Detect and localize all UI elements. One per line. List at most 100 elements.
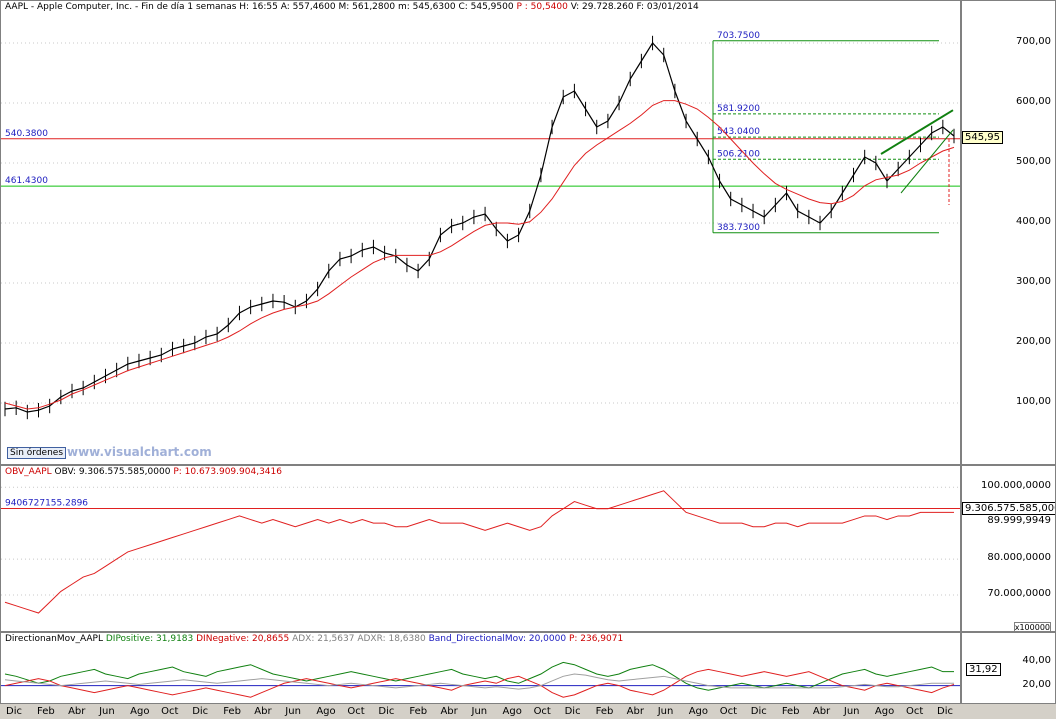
x-tick-label: Jun: [471, 706, 488, 717]
x-tick-label: Ago: [130, 706, 150, 717]
trend-line-lower: [900, 129, 954, 194]
y-tick-label: 600,00: [1016, 96, 1051, 107]
x-tick-label: Jun: [843, 706, 860, 717]
dmi-adx: ADX: 21,5637: [292, 634, 355, 644]
obv-axis: 70.000,0000 80.000,0000 100.000,0000 9.306…: [961, 465, 1056, 632]
y-tick-label: 300,00: [1016, 276, 1051, 287]
di-positive-line: [4, 661, 954, 691]
level-label: 703.7500: [717, 31, 760, 41]
dmi-dip: DIPositive: 31,9183: [105, 634, 194, 644]
volume: V: 29.728.260: [570, 2, 634, 12]
y-tick-label: 100,00: [1016, 396, 1051, 407]
last-price-tag: 545,95: [962, 131, 1003, 144]
x-tick-label: Oct: [905, 706, 924, 717]
price-axis: 100,00 200,00 300,00 400,00 500,00 600,00 700,…: [961, 0, 1056, 465]
x-tick-label: Abr: [68, 706, 86, 717]
x-tick-label: Dic: [192, 706, 209, 717]
x-tick-label: Feb: [37, 706, 55, 717]
trend-line-upper: [880, 109, 954, 155]
y-tick-label: 700,00: [1016, 36, 1051, 47]
level-label: 383.7300: [717, 223, 760, 233]
level-label: 543.0400: [717, 127, 760, 137]
watermark: www.visualchart.com: [67, 445, 212, 459]
adx-line: [4, 673, 954, 690]
obv-chart[interactable]: 9406727155.2896: [1, 466, 961, 632]
x-tick-label: Feb: [409, 706, 428, 717]
obv-p: P: 10.673.909.904,3416: [173, 467, 282, 477]
y-tick-label: 200,00: [1016, 336, 1051, 347]
dmi-p: P: 236,9071: [568, 634, 624, 644]
obv-line: [4, 490, 954, 614]
max: M: 561,2800: [338, 2, 396, 12]
dmi-panel[interactable]: DirectionanMov_AAPL DIPositive: 31,9183 …: [0, 632, 961, 704]
x-tick-label: Oct: [533, 706, 551, 717]
obv-header: OBV_AAPL OBV: 9.306.575.585,0000 P: 10.6…: [5, 467, 282, 477]
x-tick-label: Dic: [378, 706, 395, 717]
moving-average-line: [4, 100, 955, 410]
dmi-last-tag: 31,92: [966, 663, 1001, 676]
time: H: 16:55: [239, 2, 278, 12]
x-tick-label: Dic: [750, 706, 767, 717]
dmi-name: DirectionanMov_AAPL: [5, 634, 103, 644]
date: F: 03/01/2014: [636, 2, 699, 12]
orders-button[interactable]: Sin órdenes: [7, 447, 67, 459]
x100000-label: x100000: [1013, 622, 1051, 632]
close: C: 545,9500: [458, 2, 514, 12]
y-tick-label: 20,00: [1022, 678, 1051, 690]
x-tick-label: Jun: [99, 706, 115, 717]
x-tick-label: Oct: [347, 706, 365, 717]
level-label: 506.2100: [717, 149, 760, 159]
price-chart[interactable]: 540.3800 461.4300 703.7500 581.9200 543.0400…: [1, 1, 961, 465]
y-tick-label: 70.000,0000: [987, 588, 1051, 600]
x-tick-label: Dic: [564, 706, 581, 717]
x-tick-label: Oct: [161, 706, 179, 717]
level-label: 581.9200: [717, 104, 760, 114]
di-negative-line: [4, 668, 955, 698]
x-tick-label: Dic: [6, 706, 22, 717]
x-tick-label: Ago: [874, 706, 895, 717]
obv-name: OBV_AAPL: [5, 467, 52, 477]
x-tick-label: Oct: [719, 706, 738, 717]
y-tick-label: 80.000,0000: [987, 552, 1051, 564]
price-panel[interactable]: AAPL - Apple Computer, Inc. - Fin de día…: [0, 0, 961, 465]
x-tick-label: Abr: [254, 706, 272, 717]
dmi-axis: 20,00 40,00 31,92: [961, 632, 1056, 704]
x-tick-label: Ago: [688, 706, 709, 717]
x-tick-label: Abr: [626, 706, 644, 717]
obv-panel[interactable]: OBV_AAPL OBV: 9.306.575.585,0000 P: 10.6…: [0, 465, 961, 632]
y-tick-label: 400,00: [1016, 216, 1051, 227]
change: P : 50,5400: [516, 2, 568, 12]
y-tick-label: 100.000,0000: [981, 480, 1051, 492]
min: m: 545,6300: [397, 2, 456, 12]
x-tick-label: Ago: [502, 706, 522, 717]
obv-extra-tick: 89.999,9949: [987, 515, 1051, 526]
x-tick-label: Jun: [285, 706, 301, 717]
period: Fin de día 1 semanas: [141, 2, 237, 12]
x-tick-label: Dic: [937, 706, 953, 717]
x-axis: Dic Feb Abr Jun Ago Oct Dic Feb Abr Jun Ago Oct Dic F…: [0, 704, 961, 719]
level-label: 540.3800: [5, 129, 48, 139]
x-tick-label: Feb: [595, 706, 614, 717]
company-name: Apple Computer, Inc.: [37, 2, 133, 12]
x-tick-label: Abr: [812, 706, 831, 717]
dmi-din: DINegative: 20,8655: [196, 634, 290, 644]
x-tick-label: Abr: [440, 706, 458, 717]
symbol: AAPL: [5, 2, 29, 12]
dmi-adxr: ADXR: 18,6380: [357, 634, 426, 644]
x-tick-label: Jun: [657, 706, 674, 717]
x-tick-label: Feb: [781, 706, 800, 717]
price-line: [4, 42, 955, 413]
open: A: 557,4600: [280, 2, 336, 12]
x-tick-label: Ago: [316, 706, 336, 717]
obv-value: OBV: 9.306.575.585,0000: [54, 467, 171, 477]
obv-level-label: 9406727155.2896: [5, 499, 88, 509]
dmi-band: Band_DirectionalMov: 20,0000: [428, 634, 567, 644]
price-header: AAPL - Apple Computer, Inc. - Fin de día…: [5, 2, 699, 12]
dmi-header: DirectionanMov_AAPL DIPositive: 31,9183 …: [5, 634, 623, 644]
level-label: 461.4300: [5, 176, 48, 186]
dmi-chart[interactable]: [1, 633, 961, 704]
obv-last-tag: 9.306.575.585,000: [962, 502, 1055, 515]
y-tick-label: 40,00: [1022, 655, 1051, 667]
y-tick-label: 500,00: [1016, 156, 1051, 167]
x-tick-label: Feb: [223, 706, 241, 717]
